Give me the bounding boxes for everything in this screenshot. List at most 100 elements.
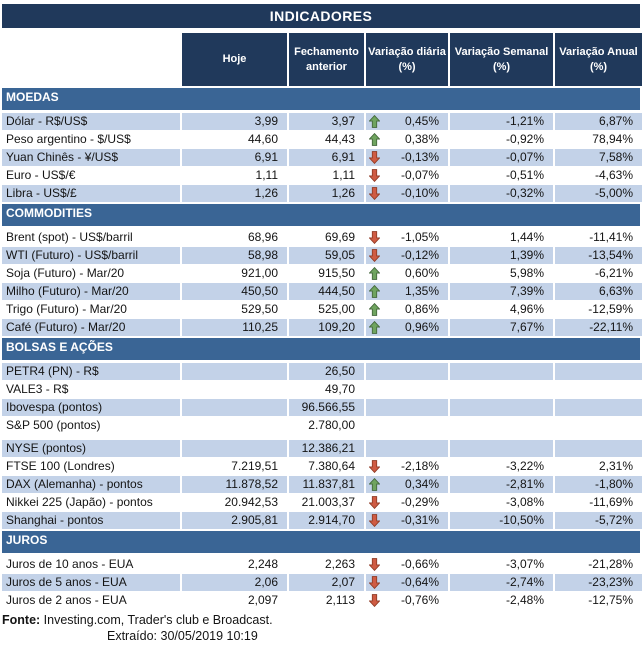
cell-label: VALE3 - R$: [2, 381, 180, 398]
cell-hoje: 3,99: [182, 113, 287, 130]
cell-fechamento: 1,26: [289, 185, 364, 202]
cell-variacao-anual: 7,58%: [555, 149, 642, 166]
cell-hoje: 921,00: [182, 265, 287, 282]
arrow-down-icon: [369, 576, 381, 590]
cell-variacao-diaria: 0,86%: [366, 301, 448, 318]
arrow-down-icon: [369, 496, 381, 510]
table-body: MOEDAS Dólar - R$/US$ 3,99 3,97 0,45% -1,21% 6…: [2, 88, 642, 609]
table-row: Nikkei 225 (Japão) - pontos 20.942,53 21.0…: [2, 494, 642, 511]
variacao-diaria-value: -0,10%: [400, 186, 439, 200]
cell-fechamento: 49,70: [289, 381, 364, 398]
cell-variacao-semanal: [450, 399, 553, 416]
arrow-placeholder: [369, 442, 381, 456]
variacao-diaria-value: 0,45%: [404, 114, 439, 128]
column-header-fechamento-anterior: Fechamento anterior: [289, 33, 364, 86]
arrow-up-icon: [369, 267, 381, 281]
column-header-variacao-semanal: Variação Semanal (%): [450, 33, 553, 86]
cell-fechamento: 44,43: [289, 131, 364, 148]
cell-variacao-anual: 6,87%: [555, 113, 642, 130]
cell-hoje: [182, 440, 287, 457]
cell-variacao-anual: -4,63%: [555, 167, 642, 184]
cell-hoje: [182, 399, 287, 416]
cell-variacao-diaria: [366, 363, 448, 380]
variacao-diaria-value: -1,05%: [400, 230, 439, 244]
cell-fechamento: 2,263: [289, 556, 364, 573]
variacao-diaria-value: 0,86%: [404, 302, 439, 316]
table-row: Juros de 10 anos - EUA 2,248 2,263 -0,66% -3…: [2, 556, 642, 573]
table-row: Soja (Futuro) - Mar/20 921,00 915,50 0,60% 5…: [2, 265, 642, 282]
cell-variacao-anual: -21,28%: [555, 556, 642, 573]
cell-label: Shanghai - pontos: [2, 512, 180, 529]
arrow-placeholder: [369, 365, 381, 379]
arrow-down-icon: [369, 187, 381, 201]
arrow-down-icon: [369, 460, 381, 474]
variacao-diaria-value: -0,31%: [400, 513, 439, 527]
variacao-diaria-value: 0,60%: [404, 266, 439, 280]
cell-variacao-anual: -11,69%: [555, 494, 642, 511]
table-row: VALE3 - R$ 49,70: [2, 381, 642, 398]
cell-variacao-anual: [555, 363, 642, 380]
cell-variacao-anual: -1,80%: [555, 476, 642, 493]
cell-hoje: 1,26: [182, 185, 287, 202]
cell-fechamento: 6,91: [289, 149, 364, 166]
cell-label: Juros de 10 anos - EUA: [2, 556, 180, 573]
cell-hoje: 6,91: [182, 149, 287, 166]
cell-variacao-semanal: -1,21%: [450, 113, 553, 130]
cell-variacao-semanal: [450, 381, 553, 398]
arrow-up-icon: [369, 133, 381, 147]
variacao-diaria-value: -0,07%: [400, 168, 439, 182]
cell-hoje: 7.219,51: [182, 458, 287, 475]
cell-label: Yuan Chinês - ¥/US$: [2, 149, 180, 166]
table-row: S&P 500 (pontos) 2.780,00: [2, 417, 642, 434]
arrow-up-icon: [369, 321, 381, 335]
cell-variacao-anual: -12,75%: [555, 592, 642, 609]
cell-fechamento: 59,05: [289, 247, 364, 264]
cell-hoje: 450,50: [182, 283, 287, 300]
variacao-diaria-value: -0,12%: [400, 248, 439, 262]
column-header-variacao-diaria: Variação diária (%): [366, 33, 448, 86]
section-header: BOLSAS E AÇÕES: [2, 338, 640, 360]
cell-variacao-semanal: -0,07%: [450, 149, 553, 166]
cell-label: Dólar - R$/US$: [2, 113, 180, 130]
cell-variacao-semanal: 1,44%: [450, 229, 553, 246]
cell-label: S&P 500 (pontos): [2, 417, 180, 434]
table-row: FTSE 100 (Londres) 7.219,51 7.380,64 -2,18%…: [2, 458, 642, 475]
cell-fechamento: 21.003,37: [289, 494, 364, 511]
table-row: Juros de 5 anos - EUA 2,06 2,07 -0,64% -2,74…: [2, 574, 642, 591]
cell-variacao-diaria: -0,13%: [366, 149, 448, 166]
cell-variacao-anual: 6,63%: [555, 283, 642, 300]
cell-variacao-semanal: [450, 417, 553, 434]
arrow-down-icon: [369, 151, 381, 165]
cell-variacao-diaria: [366, 440, 448, 457]
cell-hoje: 44,60: [182, 131, 287, 148]
cell-label: Juros de 2 anos - EUA: [2, 592, 180, 609]
cell-hoje: 2,248: [182, 556, 287, 573]
table-row: Juros de 2 anos - EUA 2,097 2,113 -0,76% -2,…: [2, 592, 642, 609]
cell-hoje: 2,06: [182, 574, 287, 591]
cell-variacao-diaria: -2,18%: [366, 458, 448, 475]
cell-fechamento: 96.566,55: [289, 399, 364, 416]
table-row: Shanghai - pontos 2.905,81 2.914,70 -0,31% -…: [2, 512, 642, 529]
cell-fechamento: 2.914,70: [289, 512, 364, 529]
source-text: Investing.com, Trader's club e Broadcast…: [43, 613, 273, 627]
cell-variacao-anual: -5,72%: [555, 512, 642, 529]
cell-label: Café (Futuro) - Mar/20: [2, 319, 180, 336]
cell-variacao-semanal: 4,96%: [450, 301, 553, 318]
cell-variacao-diaria: -0,66%: [366, 556, 448, 573]
cell-variacao-semanal: [450, 363, 553, 380]
cell-variacao-anual: 78,94%: [555, 131, 642, 148]
cell-variacao-diaria: [366, 417, 448, 434]
cell-hoje: 20.942,53: [182, 494, 287, 511]
table-title: INDICADORES: [2, 4, 640, 28]
cell-variacao-diaria: -0,76%: [366, 592, 448, 609]
column-header-row: Hoje Fechamento anterior Variação diária…: [2, 33, 642, 86]
cell-fechamento: 11.837,81: [289, 476, 364, 493]
cell-fechamento: 109,20: [289, 319, 364, 336]
source-label: Fonte:: [2, 613, 41, 627]
cell-hoje: 68,96: [182, 229, 287, 246]
extracted-line: Extraído: 30/05/2019 10:19: [107, 628, 258, 643]
variacao-diaria-value: -0,66%: [400, 557, 439, 571]
variacao-diaria-value: 0,96%: [404, 320, 439, 334]
arrow-up-icon: [369, 478, 381, 492]
